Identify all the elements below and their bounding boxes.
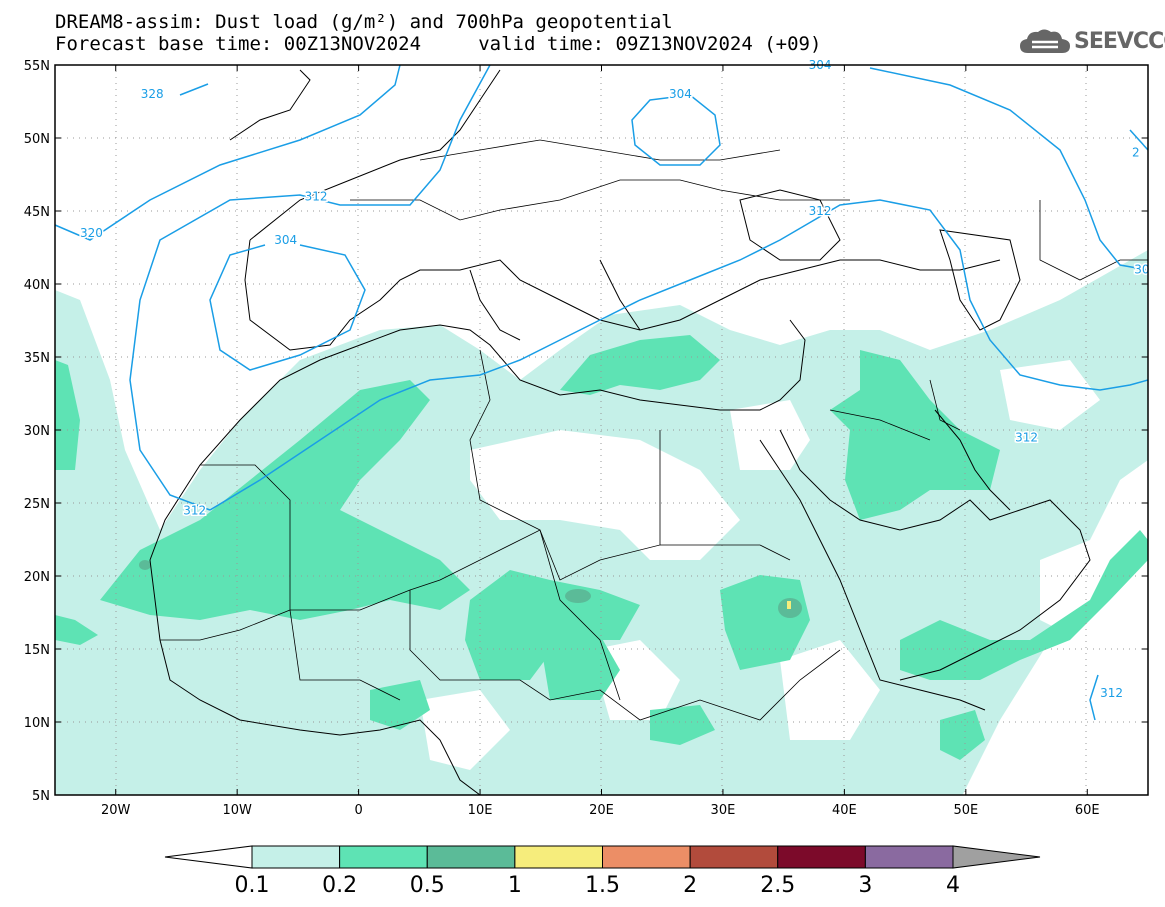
contour-label: 320 — [80, 226, 103, 240]
colorbar-label: 0.5 — [410, 873, 445, 898]
lat-label: 5N — [32, 789, 50, 804]
contour-label: 304 — [669, 87, 692, 101]
colorbar-label: 0.1 — [235, 873, 270, 898]
contour-label: 312 — [809, 204, 832, 218]
graticule — [55, 65, 1148, 795]
colorbar-swatch — [864, 845, 954, 869]
lon-label: 20W — [101, 803, 131, 818]
contour-label: 2 — [1132, 146, 1140, 160]
logo-text: SEEVCCC — [1074, 29, 1165, 54]
contour-label: 30 — [1134, 262, 1149, 276]
lat-label: 15N — [24, 643, 50, 658]
lat-label: 40N — [24, 278, 50, 293]
colorbar-label: 1.5 — [585, 873, 620, 898]
colorbar-swatch — [339, 845, 428, 869]
longitude-labels: 20W 10W 0 10E 20E 30E 40E 50E 60E — [101, 803, 1100, 818]
colorbar-under-arrow — [164, 845, 253, 869]
contour-label: 312 — [1100, 686, 1123, 700]
coastlines — [149, 69, 1091, 795]
map-title-line1: DREAM8-assim: Dust load (g/m²) and 700hP… — [55, 11, 673, 33]
latitude-labels: 55N 50N 45N 40N 35N 30N 25N 20N 15N 10N 5N — [24, 59, 50, 804]
map-plot-area — [55, 65, 1148, 795]
colorbar-label: 1 — [508, 873, 522, 898]
seevccc-logo: SEEVCCC — [1018, 27, 1165, 57]
colorbar-label: 0.2 — [322, 873, 357, 898]
colorbar-swatch — [426, 845, 516, 869]
cloud-icon — [1020, 29, 1070, 53]
colorbar-label: 2.5 — [760, 873, 795, 898]
map-title-line2: Forecast base time: 00Z13NOV2024 valid t… — [55, 33, 822, 55]
contour-label: 312 — [183, 503, 206, 517]
colorbar-swatch — [777, 845, 866, 869]
contour-label: 312 — [1015, 430, 1038, 444]
contour-label: 328 — [141, 87, 164, 101]
lon-label: 0 — [354, 803, 362, 818]
colorbar: 0.1 0.2 0.5 1 1.5 2 2.5 3 4 — [164, 845, 1041, 898]
colorbar-label: 2 — [683, 873, 697, 898]
geopotential-contours — [55, 65, 1148, 721]
lat-label: 45N — [24, 205, 50, 220]
colorbar-label: 3 — [858, 873, 872, 898]
lat-label: 10N — [24, 716, 50, 731]
lat-label: 35N — [24, 351, 50, 366]
colorbar-swatch — [602, 845, 691, 869]
dust-shading-mid — [55, 335, 1148, 760]
lon-label: 50E — [953, 803, 978, 818]
colorbar-swatch — [689, 845, 779, 869]
colorbar-label: 4 — [946, 873, 960, 898]
lon-label: 60E — [1075, 803, 1100, 818]
lat-label: 20N — [24, 570, 50, 585]
lon-label: 10E — [468, 803, 493, 818]
lon-label: 10W — [222, 803, 252, 818]
colorbar-swatch — [251, 845, 341, 869]
lat-label: 55N — [24, 59, 50, 74]
country-borders — [160, 139, 1148, 721]
lon-label: 20E — [589, 803, 614, 818]
dust-shading-peak — [787, 601, 791, 609]
lat-label: 25N — [24, 497, 50, 512]
contour-label: 304 — [274, 233, 297, 247]
colorbar-swatch — [514, 845, 603, 869]
lat-label: 30N — [24, 424, 50, 439]
axis-ticks — [55, 64, 1148, 796]
contour-label: 312 — [305, 189, 328, 203]
colorbar-over-arrow — [952, 845, 1041, 869]
lon-label: 30E — [711, 803, 736, 818]
lat-label: 50N — [24, 132, 50, 147]
lon-label: 40E — [832, 803, 857, 818]
